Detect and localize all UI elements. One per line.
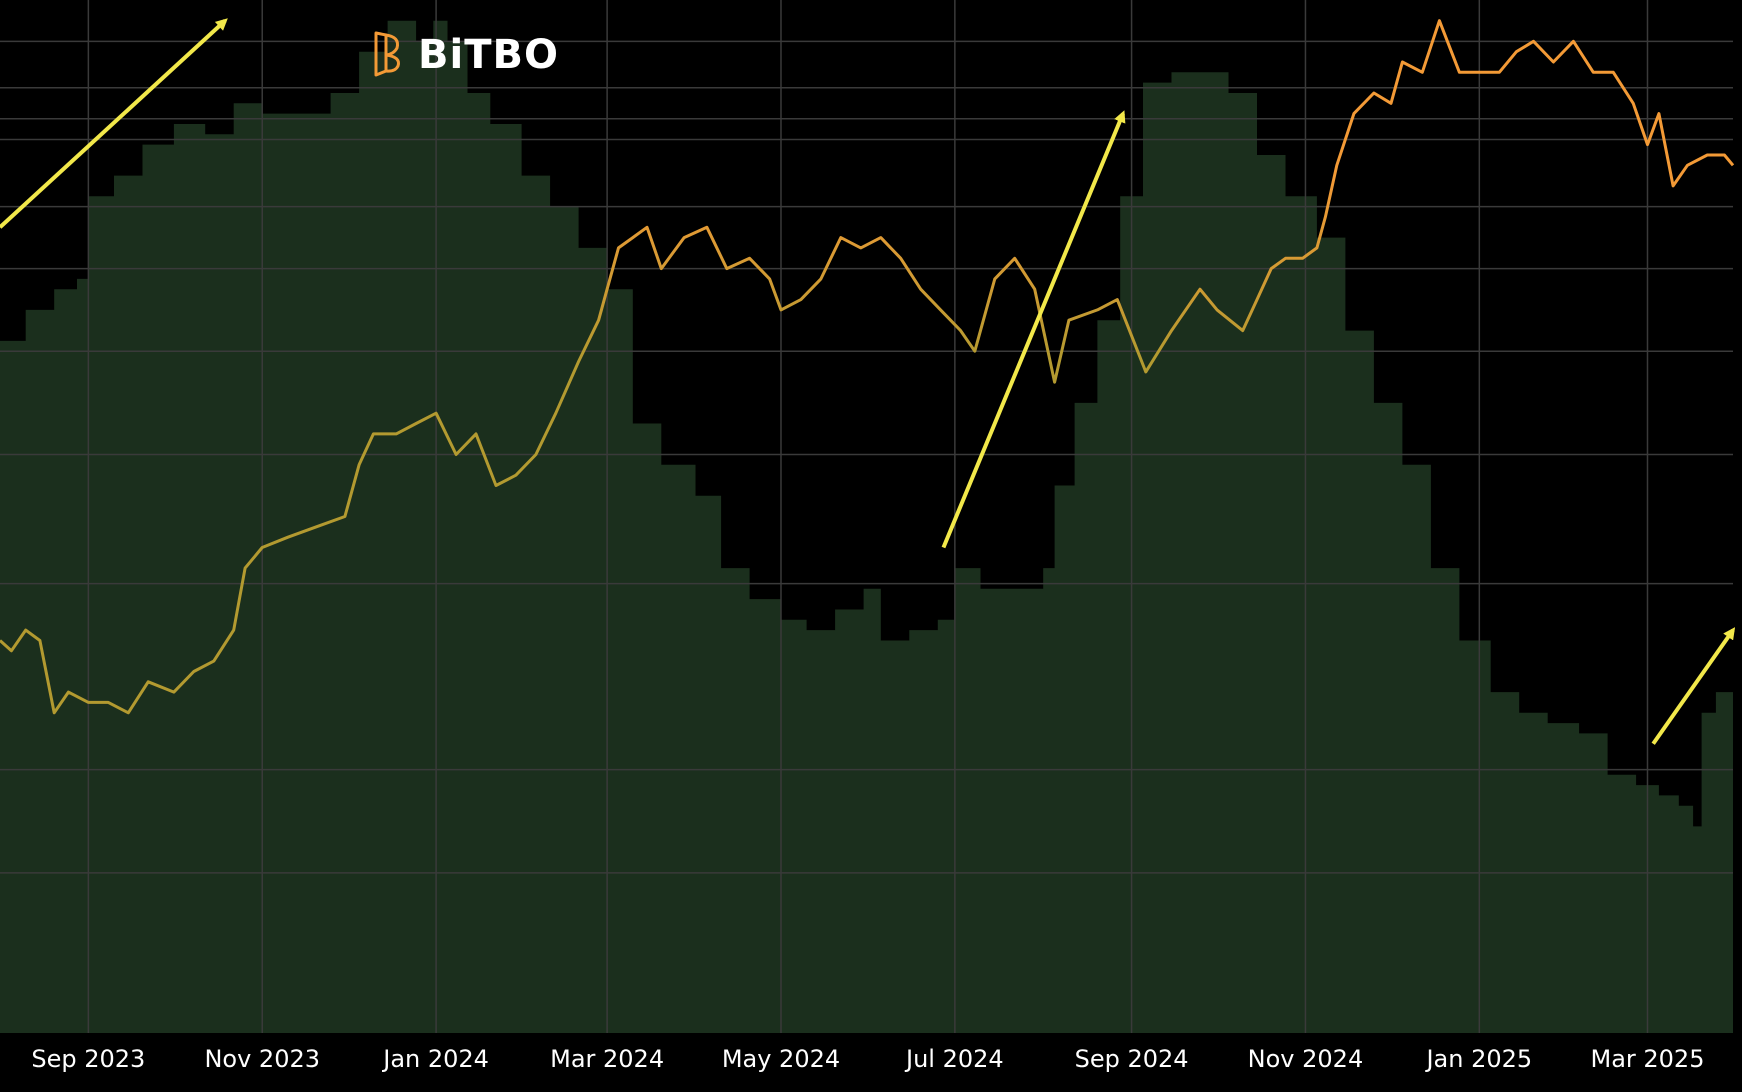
brand-logo: BiTBO xyxy=(374,31,559,78)
x-tick-label: Jan 2025 xyxy=(1424,1045,1532,1073)
x-tick-label: Mar 2024 xyxy=(550,1045,664,1073)
x-tick-label: Jul 2024 xyxy=(904,1045,1004,1073)
x-axis-band xyxy=(0,1033,1742,1092)
x-tick-label: Nov 2023 xyxy=(204,1045,320,1073)
arrow-layer xyxy=(0,18,1736,745)
brand-logo-text: BiTBO xyxy=(418,32,559,78)
bitbo-logo-icon xyxy=(374,31,400,77)
x-tick-label: May 2024 xyxy=(722,1045,840,1073)
x-tick-label: Mar 2025 xyxy=(1590,1045,1704,1073)
grid-layer xyxy=(0,0,1733,1033)
line-layer xyxy=(0,19,1735,715)
area-series xyxy=(0,20,1733,1033)
trend-arrow xyxy=(941,110,1126,549)
x-tick-label: Sep 2024 xyxy=(1075,1045,1189,1073)
x-tick-label: Jan 2024 xyxy=(381,1045,489,1073)
price-line xyxy=(0,19,1735,715)
x-tick-label: Sep 2023 xyxy=(31,1045,145,1073)
x-tick-label: Nov 2024 xyxy=(1248,1045,1364,1073)
trend-arrow xyxy=(1651,627,1736,745)
area-layer xyxy=(0,20,1733,1033)
trend-arrow xyxy=(0,18,228,229)
x-axis: Sep 2023 Nov 2023 Jan 2024 Mar 2024 May 2024… xyxy=(0,1033,1742,1092)
